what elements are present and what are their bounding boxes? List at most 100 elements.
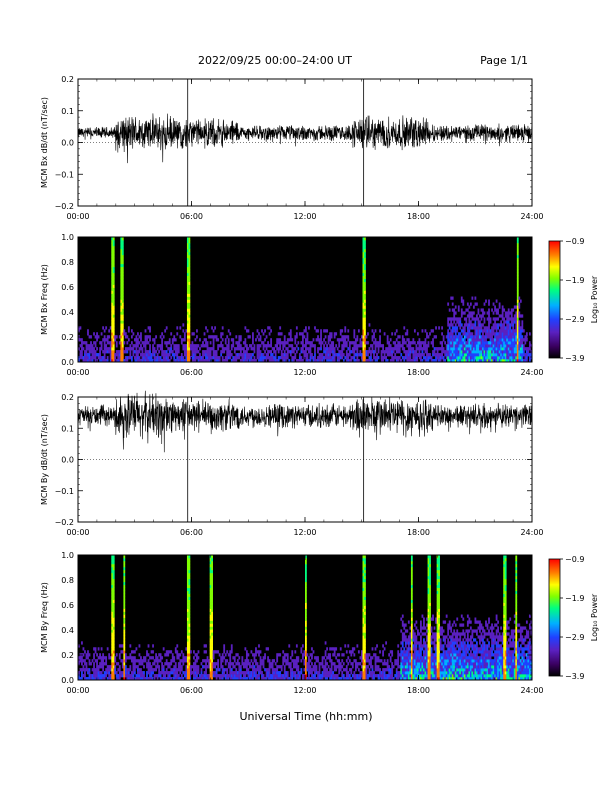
- spectrogram-cell: [113, 252, 115, 255]
- spectrogram-cell: [347, 356, 349, 359]
- spectrogram-cell: [300, 650, 302, 653]
- spectrogram-cell: [188, 558, 190, 561]
- spectrogram-cell: [188, 588, 190, 591]
- spectrogram-cell: [99, 653, 101, 656]
- spectrogram-cell: [403, 338, 405, 341]
- spectrogram-cell: [511, 311, 513, 314]
- spectrogram-cell: [263, 332, 265, 335]
- spectrogram-cell: [125, 332, 127, 335]
- spectrogram-cell: [390, 344, 392, 347]
- spectrogram-cell: [375, 662, 377, 665]
- spectrogram-cell: [86, 665, 88, 668]
- spectrogram-cell: [122, 311, 124, 314]
- spectrogram-cell: [190, 668, 192, 671]
- spectrogram-cell: [499, 302, 501, 305]
- spectrogram-cell: [116, 341, 118, 344]
- spectrogram-cell: [81, 662, 83, 665]
- spectrogram-cell: [305, 603, 307, 606]
- spectrogram-cell: [270, 341, 272, 344]
- spectrogram-cell: [326, 647, 328, 650]
- spectrogram-cell: [502, 305, 504, 308]
- spectrogram-cell: [422, 647, 424, 650]
- spectrogram-cell: [173, 656, 175, 659]
- spectrogram-cell: [367, 341, 369, 344]
- spectrogram-cell: [225, 662, 227, 665]
- spectrogram-cell: [497, 311, 499, 314]
- spectrogram-cell: [139, 350, 141, 353]
- spectrogram-cell: [125, 665, 127, 668]
- spectrogram-cell: [220, 335, 222, 338]
- spectrogram-cell: [364, 317, 366, 320]
- spectrogram-cell: [264, 656, 266, 659]
- spectrogram-cell: [422, 350, 424, 353]
- spectrogram-cell: [284, 656, 286, 659]
- spectrogram-cell: [376, 644, 378, 647]
- spectrogram-cell: [367, 353, 369, 356]
- spectrogram-cell: [468, 329, 470, 332]
- spectrogram-cell: [465, 317, 467, 320]
- spectrogram-cell: [305, 594, 307, 597]
- spectrogram-cell: [408, 338, 410, 341]
- spectrogram-cell: [453, 314, 455, 317]
- spectrogram-cell: [181, 353, 183, 356]
- spectrogram-cell: [229, 659, 231, 662]
- spectrogram-cell: [488, 311, 490, 314]
- spectrogram-cell: [155, 668, 157, 671]
- spectrogram-cell: [113, 314, 115, 317]
- spectrogram-cell: [104, 329, 106, 332]
- spectrogram-cell: [282, 662, 284, 665]
- spectrogram-cell: [113, 567, 115, 570]
- spectrogram-cell: [518, 323, 520, 326]
- spectrogram-cell: [417, 332, 419, 335]
- spectrogram-cell: [199, 353, 201, 356]
- spectrogram-cell: [356, 644, 358, 647]
- spectrogram-cell: [95, 344, 97, 347]
- spectrogram-cell: [435, 326, 437, 329]
- spectrogram-cell: [484, 302, 486, 305]
- spectrogram-cell: [240, 344, 242, 347]
- spectrogram-cell: [232, 341, 234, 344]
- spectrogram-cell: [411, 582, 413, 585]
- spectrogram-cell: [276, 656, 278, 659]
- spectrogram-cell: [356, 356, 358, 359]
- spectrogram-cell: [164, 674, 166, 677]
- spectrogram-cell: [249, 335, 251, 338]
- spectrogram-cell: [524, 341, 526, 344]
- spectrogram-cell: [305, 635, 307, 638]
- spectrogram-cell: [113, 606, 115, 609]
- spectrogram-cell: [122, 323, 124, 326]
- spectrogram-cell: [241, 659, 243, 662]
- spectrogram-cell: [196, 659, 198, 662]
- spectrogram-cell: [305, 632, 307, 635]
- spectrogram-cell: [172, 350, 174, 353]
- y-tick-label: −0.2: [55, 202, 74, 211]
- spectrogram-cell: [151, 665, 153, 668]
- spectrogram-cell: [347, 656, 349, 659]
- spectrogram-cell: [521, 320, 523, 323]
- spectrogram-cell: [316, 665, 318, 668]
- spectrogram-cell: [113, 603, 115, 606]
- spectrogram-cell: [353, 350, 355, 353]
- spectrogram-cell: [314, 356, 316, 359]
- spectrogram-cell: [188, 647, 190, 650]
- spectrogram-cell: [255, 659, 257, 662]
- spectrogram-cell: [455, 305, 457, 308]
- spectrogram-cell: [294, 650, 296, 653]
- y-tick-label: 0.0: [61, 139, 74, 148]
- spectrogram-cell: [122, 317, 124, 320]
- spectrogram-cell: [213, 338, 215, 341]
- spectrogram-cell: [287, 353, 289, 356]
- spectrogram-cell: [305, 644, 307, 647]
- spectrogram-cell: [113, 558, 115, 561]
- spectrogram-cell: [188, 305, 190, 308]
- spectrogram-cell: [350, 671, 352, 674]
- spectrogram-cell: [343, 653, 345, 656]
- spectrogram-cell: [409, 344, 411, 347]
- spectrogram-cell: [282, 347, 284, 350]
- spectrogram-cell: [381, 353, 383, 356]
- spectrogram-cell: [241, 656, 243, 659]
- spectrogram-cell: [290, 335, 292, 338]
- spectrogram-cell: [500, 320, 502, 323]
- spectrogram-cell: [441, 326, 443, 329]
- spectrogram-cell: [331, 332, 333, 335]
